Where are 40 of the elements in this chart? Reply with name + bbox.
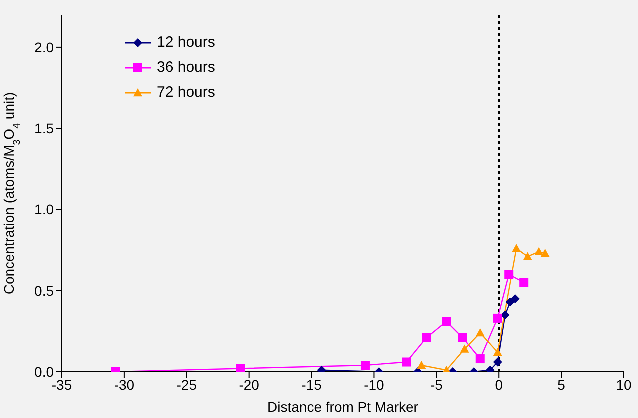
x-tick-label: 5 <box>558 376 566 393</box>
point <box>506 298 515 307</box>
point <box>504 270 514 280</box>
y-tick-label: 2.0 <box>34 39 54 56</box>
y-tick-label: 0.0 <box>34 364 54 380</box>
point <box>236 364 246 372</box>
x-tick-label: -20 <box>239 376 260 393</box>
legend-label: 72 hours <box>157 84 216 101</box>
point <box>476 328 485 337</box>
x-tick-label: -25 <box>176 376 198 393</box>
point <box>534 247 544 256</box>
point <box>493 314 502 323</box>
point <box>422 333 432 342</box>
point <box>476 354 485 364</box>
point <box>442 317 452 326</box>
x-tick-label: -30 <box>114 376 135 393</box>
point <box>510 294 520 304</box>
point <box>493 358 502 367</box>
x-tick-label: -10 <box>364 376 385 393</box>
x-axis-title: Distance from Pt Marker <box>268 399 419 415</box>
legend-label: 12 hours <box>157 34 216 51</box>
x-tick-label: -15 <box>302 376 322 393</box>
point <box>458 333 468 342</box>
point <box>360 361 370 370</box>
y-tick-label: 0.5 <box>34 282 54 299</box>
point <box>402 358 412 367</box>
y-tick-label: 1.0 <box>34 202 54 218</box>
point <box>460 344 470 353</box>
x-tick-label: 10 <box>616 376 632 393</box>
point <box>512 244 522 252</box>
x-tick-label: -5 <box>430 376 444 393</box>
x-tick-label: -35 <box>52 376 72 393</box>
x-tick-label: 0 <box>495 376 504 393</box>
point <box>520 278 529 288</box>
legend-label: 36 hours <box>157 59 216 76</box>
point <box>493 348 502 356</box>
point <box>540 249 550 258</box>
point <box>523 252 532 260</box>
point <box>417 361 426 370</box>
y-tick-label: 1.5 <box>34 120 54 137</box>
